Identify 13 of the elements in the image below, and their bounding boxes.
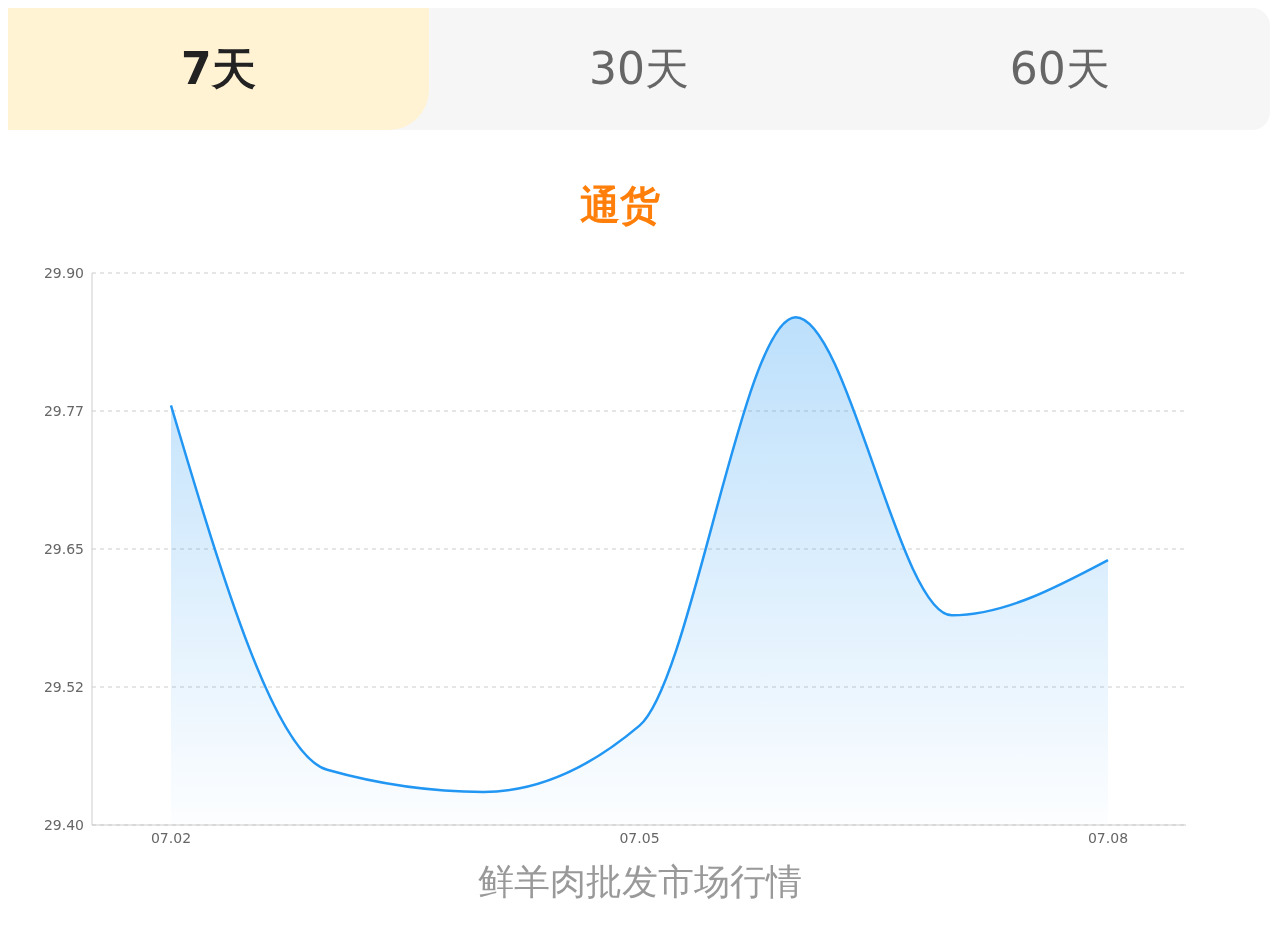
x-tick-label: 07.05 [619, 829, 660, 846]
y-tick-label: 29.77 [43, 402, 84, 419]
y-tick-label: 29.52 [43, 678, 84, 695]
y-tick-label: 29.90 [43, 264, 84, 281]
y-tick-label: 29.40 [43, 816, 84, 833]
text: 鲜羊肉批发市场行情 [477, 860, 803, 904]
x-tick-label: 07.08 [1087, 829, 1129, 846]
text: 7天 [8, 8, 429, 130]
text: 30天 [588, 41, 690, 96]
x-tick-label: 07.02 [150, 829, 192, 846]
text: 60天 [1008, 41, 1111, 96]
chart-title: 通货 [579, 181, 661, 230]
y-tick-label: 29.65 [43, 540, 84, 557]
